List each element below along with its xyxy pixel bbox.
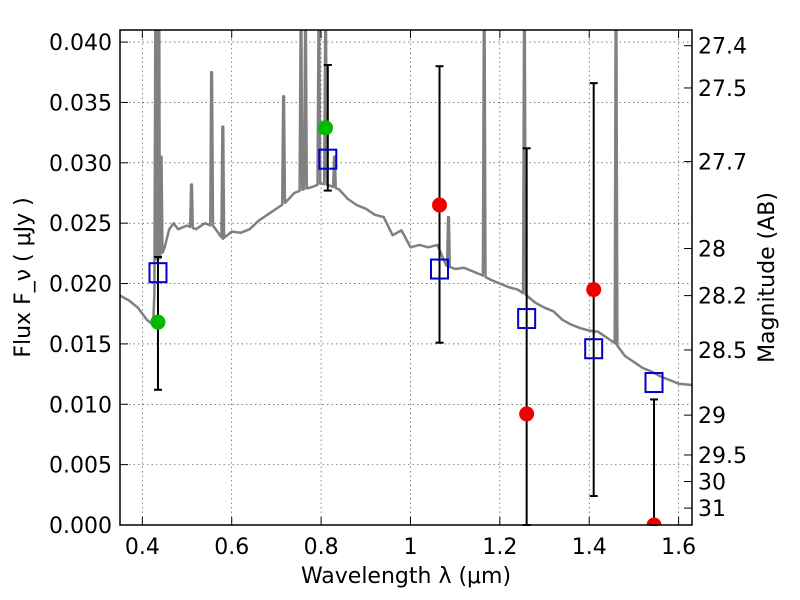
- y-tick-label: 0.040: [49, 31, 112, 56]
- right-tick-label: 27.7: [698, 151, 747, 176]
- open-square-marker: [318, 148, 338, 170]
- open-square-marker: [517, 308, 537, 330]
- right-tick-label: 30: [698, 471, 726, 496]
- y-tick-label: 0.035: [49, 91, 112, 116]
- right-tick-label: 27.4: [698, 35, 747, 60]
- x-tick-label: 1.6: [661, 535, 696, 560]
- grid: [120, 30, 692, 526]
- data-markers: [148, 120, 664, 525]
- right-tick-label: 31: [698, 497, 726, 522]
- y-tick-label: 0.025: [49, 212, 112, 237]
- y-tick-label: 0.010: [49, 393, 112, 418]
- error-bars: [153, 64, 659, 526]
- model-spectrum: [120, 30, 692, 387]
- right-tick-label: 28: [698, 238, 726, 263]
- y-tick-label: 0.005: [49, 454, 112, 479]
- right-axis-label: Magnitude (AB): [755, 192, 780, 363]
- filled-circle-marker: [432, 197, 448, 213]
- y-tick-label: 0.015: [49, 333, 112, 358]
- y-tick-label: 0.020: [49, 273, 112, 298]
- filled-circle-marker: [318, 120, 334, 136]
- x-tick-label: 1: [403, 535, 417, 560]
- x-tick-label: 1.2: [482, 535, 517, 560]
- x-axis-label: Wavelength λ (μm): [301, 564, 511, 589]
- y-axis-label: Flux F_ν ( μJy ): [11, 197, 36, 357]
- x-tick-label: 0.8: [304, 535, 339, 560]
- open-square-marker: [584, 338, 604, 360]
- x-tick-label: 1.4: [572, 535, 607, 560]
- filled-circle-marker: [519, 406, 535, 422]
- filled-circle-marker: [646, 517, 662, 525]
- right-tick-label: 28.2: [698, 285, 747, 310]
- x-tick-label: 0.4: [125, 535, 160, 560]
- filled-circle-marker: [586, 282, 602, 298]
- right-tick-label: 28.5: [698, 339, 747, 364]
- open-square-marker: [148, 262, 168, 284]
- right-tick-label: 27.5: [698, 77, 747, 102]
- x-tick-label: 0.6: [214, 535, 249, 560]
- spectrum-line: [120, 30, 692, 387]
- right-tick-label: 29.5: [698, 444, 747, 469]
- y-tick-label: 0.000: [49, 514, 112, 539]
- plot-frame: [119, 29, 693, 526]
- axis-ticks: 0.4 0.6 0.8 1 1.2 1.4 1.6 0.000 0.005 0.010 0.015 0…: [49, 30, 747, 560]
- y-tick-label: 0.030: [49, 152, 112, 177]
- filled-circle-marker: [150, 314, 166, 330]
- open-square-marker: [644, 372, 664, 394]
- open-square-marker: [430, 258, 450, 280]
- right-tick-label: 29: [698, 404, 726, 429]
